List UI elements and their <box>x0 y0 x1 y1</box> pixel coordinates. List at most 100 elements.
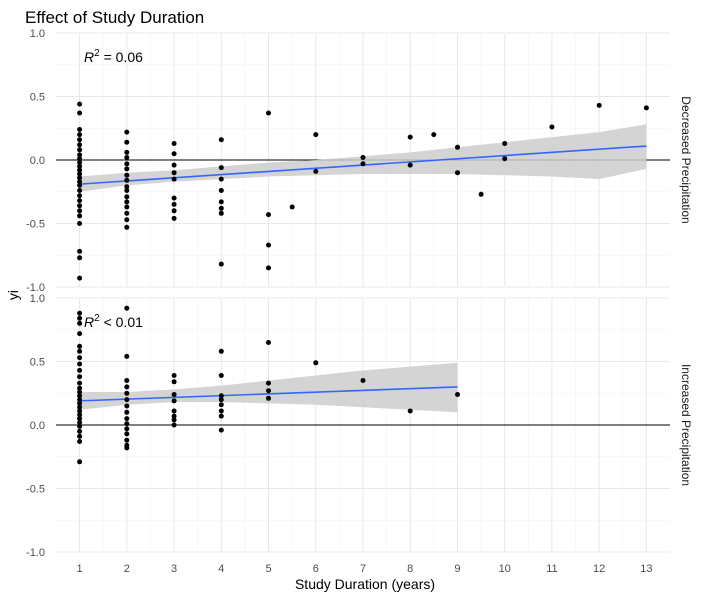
data-point <box>77 142 83 148</box>
strip-label: Increased Precipitation <box>679 364 693 486</box>
y-tick-label: -1.0 <box>26 282 45 294</box>
data-point <box>171 162 177 168</box>
x-tick-label: 1 <box>77 563 83 575</box>
data-point <box>77 208 83 214</box>
data-point <box>77 367 83 373</box>
data-point <box>124 129 130 135</box>
data-point <box>171 392 177 397</box>
y-tick-label: 0.5 <box>30 92 45 104</box>
x-tick-label: 3 <box>171 563 177 575</box>
data-point <box>124 188 130 193</box>
regression-line <box>79 386 458 402</box>
data-point <box>77 132 83 138</box>
data-point <box>77 331 83 337</box>
y-tick-label: 0.0 <box>30 155 45 167</box>
data-point <box>77 361 83 367</box>
x-tick-label: 5 <box>265 563 271 575</box>
data-point <box>124 204 130 210</box>
data-point <box>77 248 83 254</box>
y-tick-label: -0.5 <box>26 484 45 496</box>
data-point <box>407 408 413 414</box>
data-point <box>77 393 83 399</box>
data-point <box>77 420 83 425</box>
x-tick-label: 12 <box>593 563 605 575</box>
x-tick-label: 13 <box>640 563 652 575</box>
data-point <box>124 149 130 155</box>
data-point <box>266 242 271 248</box>
data-point <box>77 188 83 193</box>
data-point <box>77 152 83 158</box>
panel-grid <box>56 297 670 553</box>
data-point <box>289 204 295 210</box>
data-point <box>77 428 83 434</box>
data-point <box>77 156 83 162</box>
data-point <box>124 166 130 172</box>
data-point <box>171 208 177 214</box>
data-point <box>171 215 177 221</box>
data-point <box>218 427 224 433</box>
data-point <box>266 265 271 271</box>
data-point <box>77 147 83 153</box>
data-point <box>218 176 224 182</box>
data-point <box>77 400 83 406</box>
data-point <box>77 275 83 281</box>
data-point <box>218 413 224 419</box>
strip-label: Decreased Precipitation <box>679 96 693 223</box>
data-point <box>218 402 224 408</box>
data-point <box>124 390 130 396</box>
data-point <box>77 433 83 439</box>
x-tick-label: 10 <box>499 563 511 575</box>
data-point <box>124 139 130 145</box>
x-tick-label: 4 <box>218 563 224 575</box>
data-point <box>77 374 83 380</box>
data-point <box>171 201 177 207</box>
data-point <box>77 380 83 386</box>
data-point <box>124 378 130 383</box>
data-point <box>77 320 83 326</box>
panel-decreased-precipitation: -1.0 -0.5 0.0 0.5 1.0 R2 = 0.06 Decreased Pr… <box>26 28 693 294</box>
data-point <box>478 191 484 197</box>
x-tick-label: 2 <box>124 563 130 575</box>
data-point <box>266 340 271 345</box>
data-point <box>218 199 224 205</box>
data-point <box>77 171 83 177</box>
data-point <box>124 437 130 443</box>
data-point <box>77 160 83 165</box>
data-point <box>266 212 271 218</box>
data-point <box>407 162 413 168</box>
data-point <box>124 217 130 223</box>
data-point <box>124 416 130 422</box>
data-point <box>360 161 366 167</box>
data-point <box>502 156 508 162</box>
chart-title: Effect of Study Duration <box>25 8 204 27</box>
data-point <box>124 210 130 216</box>
data-point <box>455 144 460 150</box>
data-point <box>77 221 83 226</box>
data-point <box>266 388 271 394</box>
data-point <box>77 198 83 204</box>
data-point <box>313 132 319 138</box>
data-point <box>77 385 83 391</box>
data-point <box>124 421 130 427</box>
data-point <box>218 165 224 171</box>
data-point <box>171 151 177 157</box>
x-tick-label: 11 <box>546 563 557 575</box>
data-point <box>313 360 319 366</box>
data-point <box>455 392 460 397</box>
data-point <box>124 403 130 409</box>
data-point <box>77 175 83 181</box>
data-point <box>124 194 130 200</box>
data-point <box>124 161 130 167</box>
data-point <box>124 397 130 403</box>
data-point <box>124 445 130 451</box>
data-point <box>124 353 130 359</box>
data-point <box>124 155 130 160</box>
y-tick-label: 0.0 <box>30 420 45 432</box>
data-point <box>124 184 130 190</box>
data-point <box>171 398 177 404</box>
data-point <box>124 177 130 183</box>
data-point <box>502 141 508 146</box>
data-point <box>77 397 83 403</box>
data-point <box>218 210 224 216</box>
data-point <box>77 459 83 465</box>
